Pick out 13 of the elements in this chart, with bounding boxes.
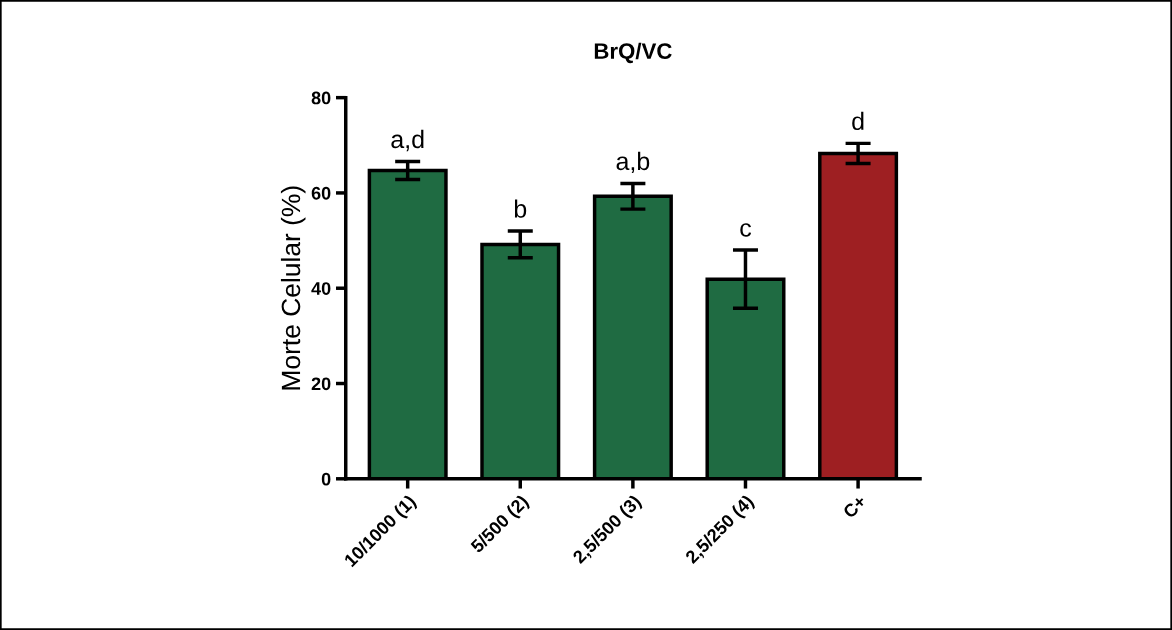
annotation: c xyxy=(740,223,752,237)
y-tick-label: 60 xyxy=(311,186,331,200)
y-tick-label: 40 xyxy=(311,282,331,295)
annotation: d xyxy=(852,111,864,131)
annotation: a,b xyxy=(616,151,650,174)
chart-title: BrQ/VC xyxy=(594,42,672,64)
y-axis-title: Morte Celular (%) xyxy=(280,186,306,390)
y-tick-label: 20 xyxy=(311,377,331,391)
annotation: a,d xyxy=(391,129,424,152)
annotation: b xyxy=(514,199,527,218)
x-tick-label: C+ xyxy=(842,494,867,519)
y-tick-label: 80 xyxy=(311,91,331,105)
y-tick-label: 0 xyxy=(321,472,331,486)
